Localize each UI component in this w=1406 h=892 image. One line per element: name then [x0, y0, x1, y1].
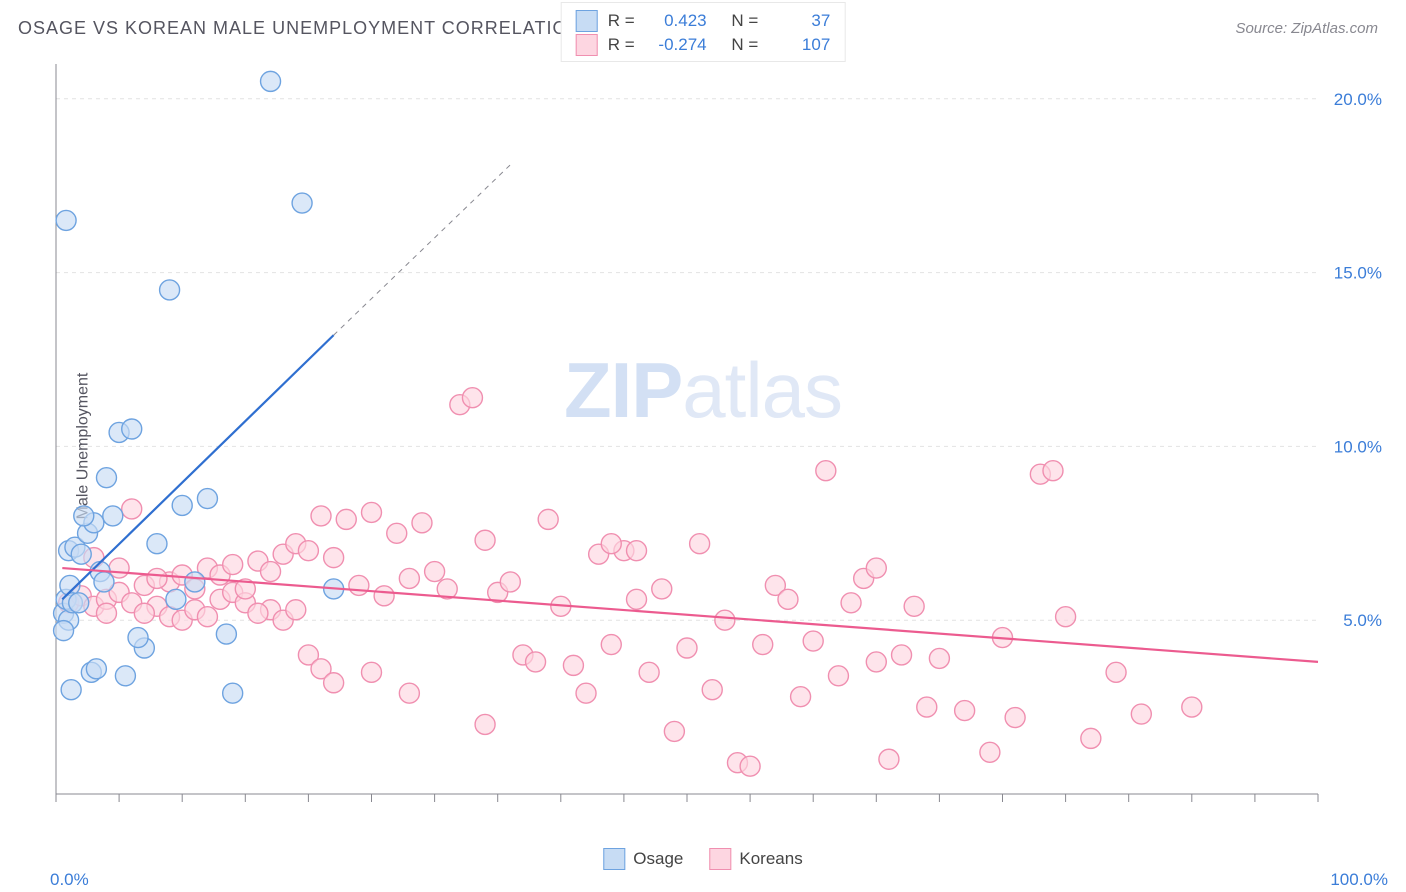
n-value-koreans: 107	[768, 33, 830, 57]
r-label: R =	[608, 9, 635, 33]
n-value-osage: 37	[768, 9, 830, 33]
n-label: N =	[731, 33, 758, 57]
x-min-label: 0.0%	[50, 870, 89, 890]
x-legend-item-osage: Osage	[603, 848, 683, 870]
legend-swatch-koreans	[709, 848, 731, 870]
svg-text:10.0%: 10.0%	[1334, 437, 1382, 456]
legend-swatch-osage	[603, 848, 625, 870]
stats-legend-row-osage: R = 0.423 N = 37	[576, 9, 831, 33]
x-legend: Osage Koreans	[603, 848, 802, 870]
r-value-osage: 0.423	[645, 9, 707, 33]
source-label: Source: ZipAtlas.com	[1235, 20, 1378, 37]
legend-swatch-koreans	[576, 34, 598, 56]
legend-swatch-osage	[576, 10, 598, 32]
scatter-plot: 5.0% 10.0% 15.0% 20.0%	[50, 60, 1388, 828]
x-legend-item-koreans: Koreans	[709, 848, 802, 870]
stats-legend-row-koreans: R = -0.274 N = 107	[576, 33, 831, 57]
svg-text:15.0%: 15.0%	[1334, 264, 1382, 283]
chart-container: OSAGE VS KOREAN MALE UNEMPLOYMENT CORREL…	[0, 0, 1406, 892]
stats-legend: R = 0.423 N = 37 R = -0.274 N = 107	[561, 2, 846, 62]
x-legend-label-koreans: Koreans	[739, 849, 802, 869]
svg-text:20.0%: 20.0%	[1334, 90, 1382, 109]
svg-text:5.0%: 5.0%	[1343, 611, 1382, 630]
r-label: R =	[608, 33, 635, 57]
x-max-label: 100.0%	[1330, 870, 1388, 890]
x-legend-label-osage: Osage	[633, 849, 683, 869]
n-label: N =	[731, 9, 758, 33]
r-value-koreans: -0.274	[645, 33, 707, 57]
chart-title: OSAGE VS KOREAN MALE UNEMPLOYMENT CORREL…	[18, 18, 654, 39]
